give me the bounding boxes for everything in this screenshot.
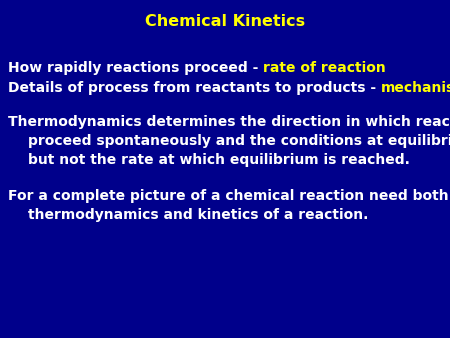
- Text: For a complete picture of a chemical reaction need both the: For a complete picture of a chemical rea…: [8, 189, 450, 203]
- Text: rate of reaction: rate of reaction: [263, 61, 386, 75]
- Text: mechanism: mechanism: [381, 81, 450, 95]
- Text: Thermodynamics determines the direction in which reactions: Thermodynamics determines the direction …: [8, 115, 450, 129]
- Text: thermodynamics and kinetics of a reaction.: thermodynamics and kinetics of a reactio…: [28, 208, 369, 222]
- Text: Details of process from reactants to products -: Details of process from reactants to pro…: [8, 81, 381, 95]
- Text: proceed spontaneously and the conditions at equilibrium,: proceed spontaneously and the conditions…: [28, 134, 450, 148]
- Text: but not the rate at which equilibrium is reached.: but not the rate at which equilibrium is…: [28, 153, 410, 167]
- Text: How rapidly reactions proceed -: How rapidly reactions proceed -: [8, 61, 263, 75]
- Text: Chemical Kinetics: Chemical Kinetics: [145, 15, 305, 29]
